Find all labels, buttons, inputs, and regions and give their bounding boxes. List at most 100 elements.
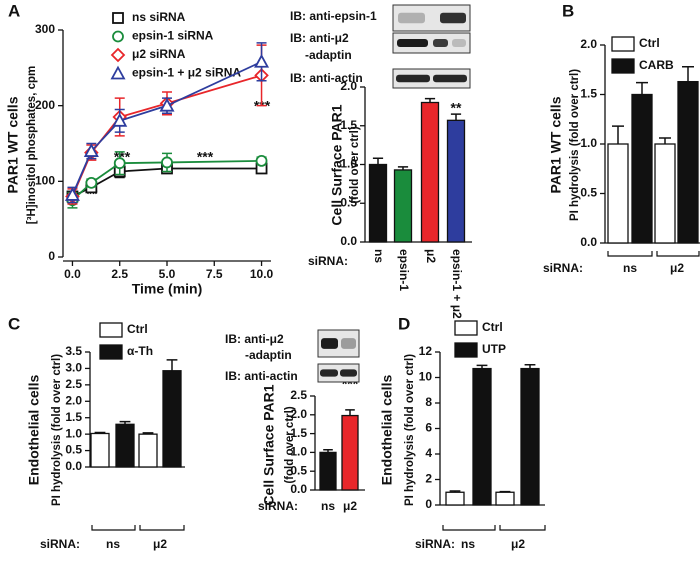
y-axis-label: PI hydrolysis (fold over ctrl) xyxy=(404,354,416,506)
y-axis-label: [³H]inositol phosphates, cpm xyxy=(26,66,38,224)
x-axis-label: Time (min) xyxy=(132,281,203,297)
legend-swatch xyxy=(611,58,635,74)
blot-band xyxy=(320,369,338,377)
y-axis-label: (fold over ctrl) xyxy=(284,406,296,483)
legend-label: Ctrl xyxy=(639,36,660,50)
y-tick-label: 1.5 xyxy=(65,410,82,424)
x-axis-label: siRNA: xyxy=(415,537,455,551)
x-axis-label: siRNA: xyxy=(543,261,583,275)
x-tick-label: ns xyxy=(623,261,637,275)
legend-label: UTP xyxy=(482,342,506,356)
x-axis-label: siRNA: xyxy=(258,499,298,513)
blot-band xyxy=(440,12,466,24)
error-bar xyxy=(166,359,178,371)
bar xyxy=(607,143,629,244)
y-tick-label: 1.0 xyxy=(65,426,82,440)
y-tick-label: 1.0 xyxy=(580,136,597,150)
legend-label: epsin-1 + μ2 siRNA xyxy=(132,66,241,80)
group-bracket xyxy=(91,525,136,531)
error-bar xyxy=(345,409,355,416)
x-tick-label: 10.0 xyxy=(250,267,274,281)
legend-label: μ2 siRNA xyxy=(132,47,186,61)
legend-marker xyxy=(112,12,124,24)
legend-label: ns siRNA xyxy=(132,10,186,24)
bar xyxy=(90,432,110,468)
x-tick-label: ns xyxy=(321,499,335,513)
y-tick-label: 2 xyxy=(425,472,432,486)
bar xyxy=(472,367,492,506)
chart-title: Endothelial cells xyxy=(379,375,395,486)
blot xyxy=(317,363,360,383)
group-bracket xyxy=(607,251,653,257)
legend-marker xyxy=(110,65,126,80)
error-bar xyxy=(450,113,462,121)
point xyxy=(255,155,268,167)
blot-label: IB: anti-μ2 xyxy=(225,332,284,346)
y-tick-label: 2.0 xyxy=(580,37,597,51)
y-tick-label: 2.5 xyxy=(65,377,82,391)
y-tick-label: 0.0 xyxy=(290,482,307,496)
bar xyxy=(631,93,653,244)
x-tick-label: 5.0 xyxy=(159,267,176,281)
error-bar xyxy=(372,157,384,165)
legend-marker xyxy=(112,30,124,43)
y-tick-label: 0.5 xyxy=(290,463,307,477)
x-tick-label: μ2 xyxy=(424,249,438,263)
y-tick-label: 0.5 xyxy=(580,186,597,200)
blot xyxy=(392,68,471,89)
chart-title: Endothelial cells xyxy=(26,375,42,486)
group-bracket xyxy=(139,525,185,531)
legend-label: Ctrl xyxy=(127,322,148,336)
blot-label: IB: anti-epsin-1 xyxy=(290,9,377,23)
y-tick-label: 0.5 xyxy=(340,195,357,209)
annotation: ** xyxy=(87,186,98,202)
series-line xyxy=(71,60,262,196)
x-tick-label: 7.5 xyxy=(206,267,223,281)
error-bar xyxy=(636,81,648,95)
blot-label: IB: anti-μ2 xyxy=(290,31,349,45)
point xyxy=(83,143,99,157)
bar xyxy=(138,433,158,468)
x-tick-label: 0.0 xyxy=(64,267,81,281)
y-tick-label: 2.5 xyxy=(290,388,307,402)
x-tick-label: 2.5 xyxy=(111,267,128,281)
y-tick-label: 4 xyxy=(425,446,432,460)
bar xyxy=(654,143,676,244)
legend-label: CARB xyxy=(639,58,674,72)
bar xyxy=(162,370,182,468)
bar xyxy=(520,367,540,506)
blot-band xyxy=(340,369,357,377)
legend-label: α-Th xyxy=(127,344,153,358)
blot-band xyxy=(398,12,425,24)
y-tick-label: 1.5 xyxy=(340,118,357,132)
x-tick-label: ns xyxy=(372,249,386,263)
blot-label: IB: anti-actin xyxy=(225,369,298,383)
blot-band xyxy=(452,39,466,47)
legend-swatch xyxy=(454,342,478,358)
legend-label: epsin-1 siRNA xyxy=(132,29,214,43)
x-axis-label: siRNA: xyxy=(40,537,80,551)
blot-band xyxy=(397,39,428,47)
bar xyxy=(341,414,359,491)
blot-label: -adaptin xyxy=(245,348,292,362)
panel-label: A xyxy=(8,1,20,20)
x-tick-label: μ2 xyxy=(670,261,684,275)
blot-label: -adaptin xyxy=(305,48,352,62)
y-axis-label: PI hydrolysis (fold over ctrl) xyxy=(569,69,581,221)
y-tick-label: 0.0 xyxy=(340,234,357,248)
y-tick-label: 0 xyxy=(48,249,55,263)
panel-label: B xyxy=(562,1,574,20)
bar xyxy=(677,80,699,244)
y-tick-label: 8 xyxy=(425,395,432,409)
blot-band xyxy=(321,338,338,349)
y-tick-label: 6 xyxy=(425,421,432,435)
y-tick-label: 0.0 xyxy=(65,459,82,473)
bar xyxy=(446,119,466,243)
bar xyxy=(115,423,135,468)
y-tick-label: 12 xyxy=(419,344,433,358)
legend-swatch xyxy=(99,344,123,360)
group-bracket xyxy=(499,525,546,531)
x-tick-label: ns xyxy=(106,537,120,551)
chart-title: Cell Surface PAR1 xyxy=(329,104,345,225)
bar xyxy=(393,169,413,243)
